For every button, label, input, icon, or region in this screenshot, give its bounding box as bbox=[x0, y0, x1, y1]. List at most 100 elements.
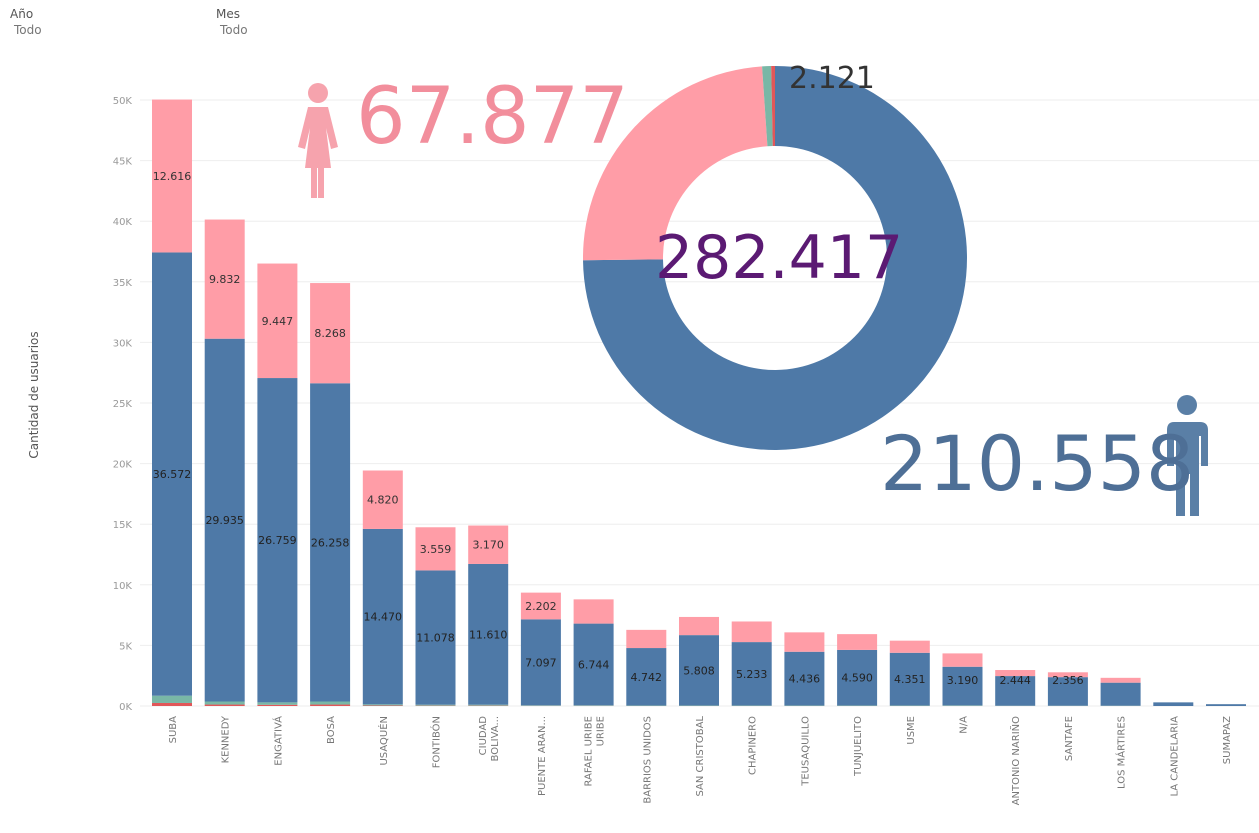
svg-text:SUMAPAZ: SUMAPAZ bbox=[1222, 716, 1233, 764]
svg-text:BOLIVA...: BOLIVA... bbox=[490, 716, 501, 761]
male-total: 210.558 bbox=[880, 419, 1195, 508]
filter-year[interactable]: Año Todo bbox=[10, 6, 42, 38]
bar-other2[interactable] bbox=[152, 702, 192, 706]
bar-other[interactable] bbox=[362, 704, 403, 706]
bar-other[interactable] bbox=[204, 701, 245, 705]
bar-male[interactable] bbox=[1206, 704, 1246, 706]
svg-text:USAQUÉN: USAQUÉN bbox=[377, 716, 390, 766]
bar-male[interactable] bbox=[573, 623, 614, 706]
bar-male[interactable] bbox=[626, 648, 667, 706]
svg-text:SAN CRISTOBAL: SAN CRISTOBAL bbox=[695, 716, 706, 797]
bar-data-label-male: 7.097 bbox=[525, 656, 557, 669]
filter-month-value[interactable]: Todo bbox=[220, 23, 248, 37]
donut-slice-male[interactable] bbox=[583, 66, 967, 450]
bar-female[interactable] bbox=[362, 470, 403, 529]
bar-female[interactable] bbox=[415, 527, 456, 571]
bar-female[interactable] bbox=[573, 599, 614, 624]
bar-male[interactable] bbox=[731, 642, 772, 706]
bar-data-label-female: 8.268 bbox=[314, 327, 346, 340]
bar-data-label-male: 2.356 bbox=[1052, 674, 1084, 687]
bar-other2[interactable] bbox=[204, 704, 245, 706]
bar-other[interactable] bbox=[152, 695, 192, 703]
bar-male[interactable] bbox=[679, 635, 719, 706]
bar-female[interactable] bbox=[152, 99, 192, 253]
bar-male[interactable] bbox=[1100, 682, 1141, 706]
y-tick-label: 30K bbox=[113, 338, 133, 349]
other-total: 2.121 bbox=[789, 61, 875, 96]
bar-male[interactable] bbox=[889, 652, 930, 706]
bar-data-label-male: 4.351 bbox=[894, 673, 926, 686]
bar-data-label-male: 4.742 bbox=[631, 671, 663, 684]
bar-female[interactable] bbox=[520, 592, 561, 620]
bar-other2[interactable] bbox=[310, 704, 351, 706]
bar-male[interactable] bbox=[204, 338, 245, 702]
bar-data-label-male: 11.078 bbox=[416, 632, 455, 645]
x-tick-label: USME bbox=[906, 716, 917, 745]
bar-female[interactable] bbox=[942, 653, 983, 667]
bar-male[interactable] bbox=[837, 649, 878, 706]
bar-other[interactable] bbox=[257, 702, 298, 705]
female-total: 67.877 bbox=[356, 72, 629, 162]
bar-female[interactable] bbox=[626, 629, 667, 649]
donut-slice-other[interactable] bbox=[762, 66, 773, 147]
svg-text:LOS MÁRTIRES: LOS MÁRTIRES bbox=[1115, 716, 1128, 789]
bar-male[interactable] bbox=[415, 570, 456, 705]
bar-female[interactable] bbox=[889, 640, 930, 653]
x-tick-label: TUNJUELITO bbox=[853, 716, 864, 777]
svg-text:SUBA: SUBA bbox=[168, 716, 179, 744]
x-tick-label: USAQUÉN bbox=[377, 716, 390, 766]
bar-other[interactable] bbox=[415, 704, 456, 706]
bar-male[interactable] bbox=[257, 378, 298, 703]
donut-slice-female[interactable] bbox=[583, 66, 768, 261]
bar-data-labels: 12.616 36.572 9.832 29.935 9.447 26.759 8.268 2… bbox=[153, 170, 1084, 687]
bar-female[interactable] bbox=[784, 632, 825, 652]
female-person-icon bbox=[298, 83, 338, 198]
bar-male[interactable] bbox=[468, 563, 509, 705]
x-tick-label: TEUSAQUILLO bbox=[800, 716, 811, 787]
bar-other[interactable] bbox=[310, 701, 351, 705]
y-tick-label: 20K bbox=[113, 460, 133, 471]
filter-year-value[interactable]: Todo bbox=[14, 23, 42, 37]
bar-female[interactable] bbox=[837, 634, 878, 650]
bar-male[interactable] bbox=[995, 676, 1036, 706]
x-tick-label: ANTONIO NARIÑO bbox=[1009, 716, 1022, 805]
bar-other[interactable] bbox=[468, 704, 509, 706]
bar-female[interactable] bbox=[1100, 677, 1141, 683]
bar-female[interactable] bbox=[731, 621, 772, 643]
x-tick-label: SUBA bbox=[168, 716, 179, 744]
x-tick-label: SUMAPAZ bbox=[1222, 716, 1233, 764]
y-tick-label: 45K bbox=[113, 157, 133, 168]
bar-female[interactable] bbox=[1047, 672, 1088, 678]
bar-other2[interactable] bbox=[257, 704, 298, 706]
bar-female[interactable] bbox=[679, 616, 719, 636]
filter-month[interactable]: Mes Todo bbox=[216, 6, 248, 38]
x-tick-label: BOSA bbox=[326, 716, 337, 744]
svg-text:TUNJUELITO: TUNJUELITO bbox=[853, 716, 864, 777]
bar-female[interactable] bbox=[310, 283, 351, 384]
bar-male[interactable] bbox=[784, 651, 825, 706]
bar-data-label-female: 3.170 bbox=[472, 539, 504, 552]
svg-text:BARRIOS UNIDOS: BARRIOS UNIDOS bbox=[642, 716, 653, 804]
svg-text:BOSA: BOSA bbox=[326, 716, 337, 744]
svg-text:RAFAEL URIBE: RAFAEL URIBE bbox=[584, 716, 595, 787]
bar-male[interactable] bbox=[1047, 677, 1088, 706]
bar-male[interactable] bbox=[942, 666, 983, 706]
svg-text:URIBE: URIBE bbox=[596, 716, 607, 746]
bar-male[interactable] bbox=[362, 528, 403, 705]
bar-data-label-female: 2.202 bbox=[525, 600, 557, 613]
bar-female[interactable] bbox=[468, 525, 509, 564]
x-tick-label: N/A bbox=[959, 716, 970, 734]
x-tick-label: CIUDAD BOLIVA... bbox=[478, 716, 501, 762]
donut-slice-other2[interactable] bbox=[771, 66, 775, 147]
svg-text:ANTONIO NARIÑO: ANTONIO NARIÑO bbox=[1009, 716, 1022, 805]
svg-text:CHAPINERO: CHAPINERO bbox=[748, 716, 759, 775]
bar-female[interactable] bbox=[257, 263, 298, 379]
bar-male[interactable] bbox=[152, 252, 192, 696]
bar-data-label-male: 14.470 bbox=[364, 611, 403, 624]
svg-text:FONTIBÓN: FONTIBÓN bbox=[430, 716, 443, 768]
bar-male[interactable] bbox=[1153, 702, 1194, 706]
bar-female[interactable] bbox=[204, 219, 245, 339]
bar-male[interactable] bbox=[520, 619, 561, 706]
bar-female[interactable] bbox=[995, 670, 1036, 677]
bar-male[interactable] bbox=[310, 383, 351, 702]
